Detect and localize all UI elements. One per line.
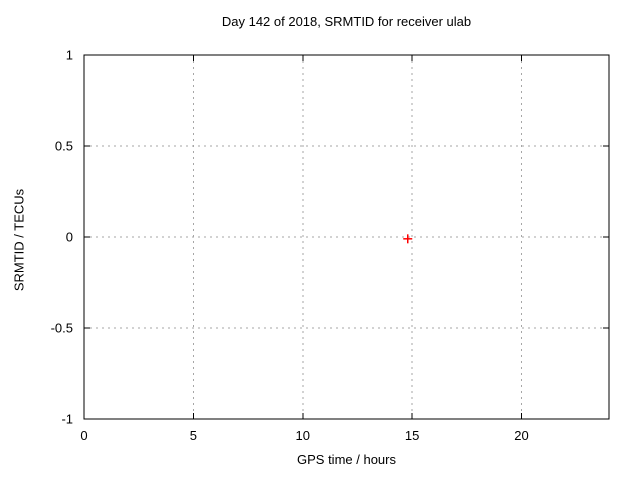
x-axis-label: GPS time / hours — [297, 452, 396, 467]
y-tick-label: -1 — [61, 412, 73, 427]
y-axis-label: SRMTID / TECUs — [11, 188, 27, 292]
y-tick-label: 0 — [66, 230, 73, 245]
x-tick-label: 15 — [405, 428, 419, 443]
x-tick-label: 20 — [514, 428, 528, 443]
x-tick-label: 10 — [296, 428, 310, 443]
chart-title: Day 142 of 2018, SRMTID for receiver ula… — [221, 14, 472, 29]
x-tick-label: 0 — [80, 428, 87, 443]
x-tick-label: 5 — [190, 428, 197, 443]
y-tick-label: 0.5 — [55, 139, 73, 154]
y-tick-label: -0.5 — [51, 321, 73, 336]
y-tick-label: 1 — [66, 48, 73, 63]
